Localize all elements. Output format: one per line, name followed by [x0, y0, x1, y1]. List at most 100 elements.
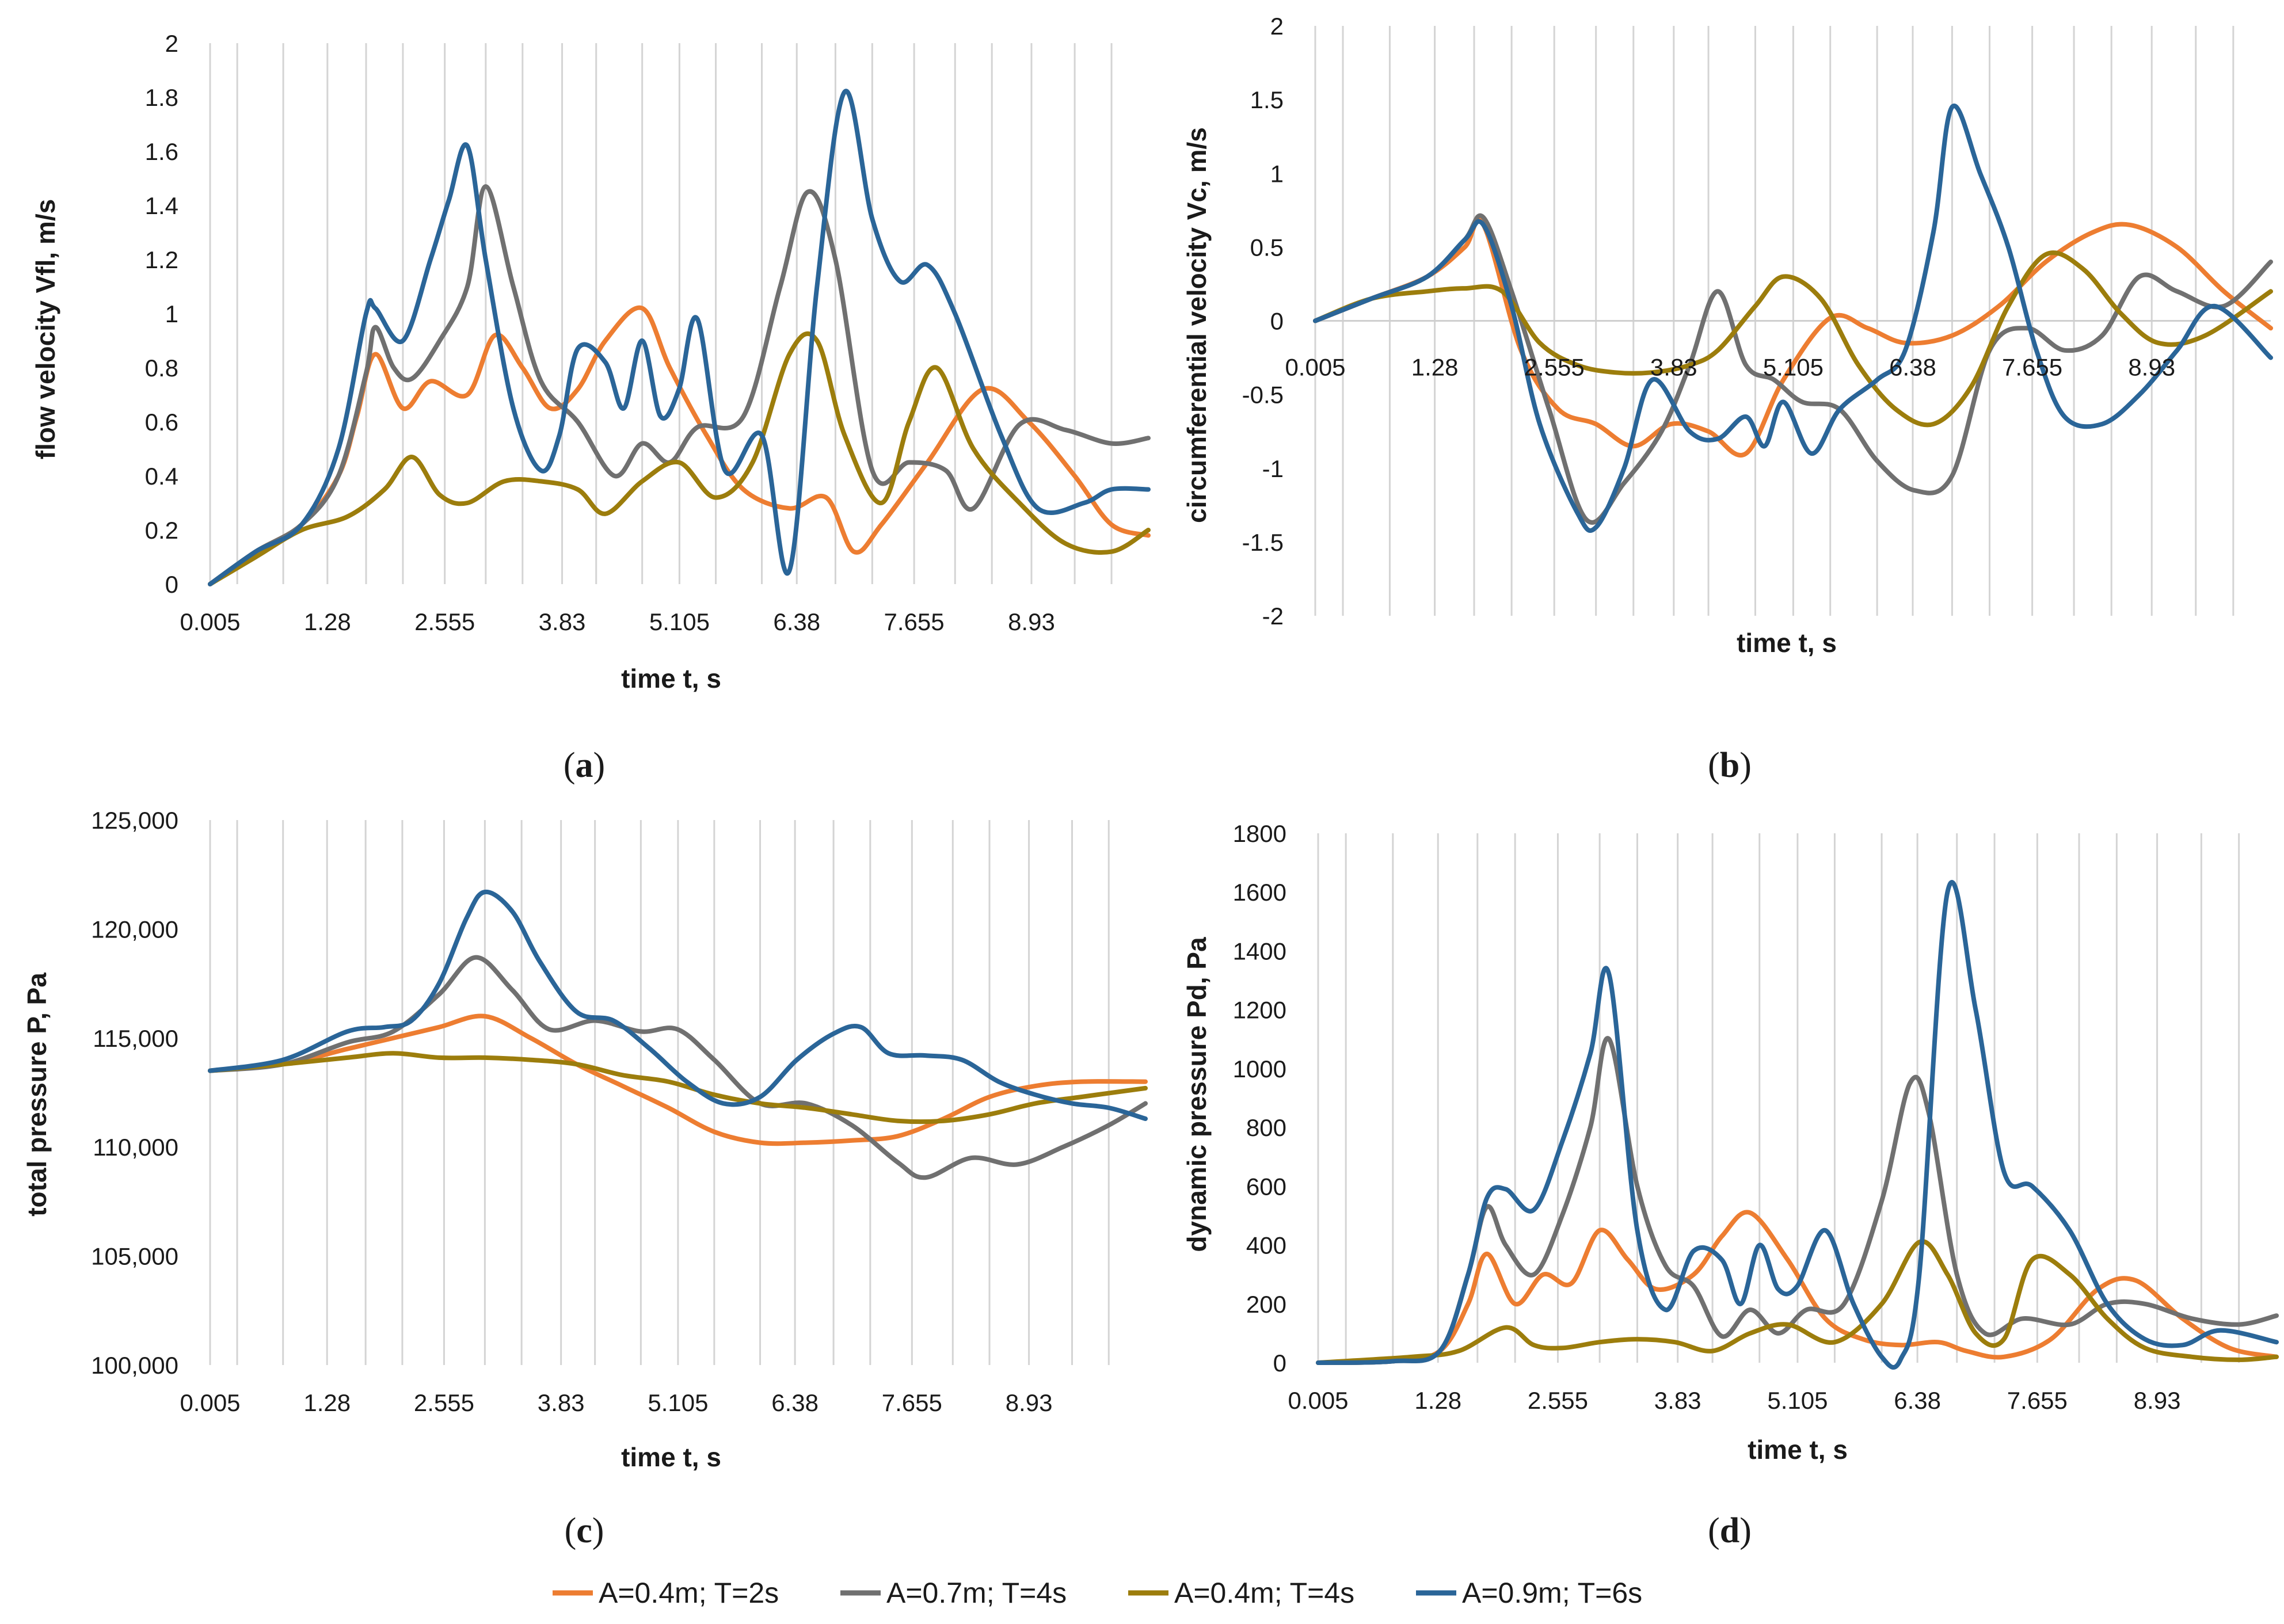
x-tick-label: 3.83 [1654, 1387, 1701, 1414]
y-tick-label: 1.4 [145, 192, 178, 219]
series-line [1316, 1210, 2279, 1365]
y-tick-label: -1 [1262, 455, 1284, 482]
chart-panel-d: 0 200 400 600 800 1000 1200 1400 1600 1800 0.005 1… [1182, 820, 2279, 1550]
y-tick-label: 110,000 [93, 1134, 178, 1161]
legend-label: A=0.9m; T=6s [1462, 1577, 1642, 1609]
series-line [1313, 103, 2273, 533]
chart-panel-a: 0 0.2 0.4 0.6 0.8 1 1.2 1.4 1.6 1.8 2 0.005 1.28 2.5… [31, 30, 1151, 785]
x-tick-label: 3.83 [538, 1389, 585, 1416]
series-line [1313, 250, 2273, 428]
x-ticks-d: 0.005 1.28 2.555 3.83 5.105 6.38 7.655 8.93 [1288, 1387, 2180, 1414]
x-tick-label: 0.005 [1288, 1387, 1348, 1414]
y-tick-label: -0.5 [1242, 382, 1284, 409]
x-tick-label: 5.105 [1763, 354, 1824, 381]
x-tick-label: 1.28 [304, 608, 351, 635]
caption-c: (c) [565, 1511, 604, 1550]
y-tick-label: 0 [165, 571, 178, 598]
x-tick-label: 8.93 [1006, 1389, 1053, 1416]
x-tick-label: 3.83 [539, 608, 586, 635]
x-axis-title-b: time t, s [1737, 628, 1837, 658]
y-tick-label: 125,000 [91, 807, 178, 834]
y-ticks-a: 0 0.2 0.4 0.6 0.8 1 1.2 1.4 1.6 1.8 2 [145, 30, 178, 598]
x-tick-label: 7.655 [884, 608, 945, 635]
y-tick-label: 100,000 [91, 1352, 178, 1379]
y-tick-label: 800 [1246, 1114, 1286, 1141]
y-tick-label: -1.5 [1242, 529, 1284, 556]
y-ticks-b: -2 -1.5 -1 -0.5 0 0.5 1 1.5 2 [1242, 13, 1284, 630]
x-tick-label: 7.655 [2007, 1387, 2068, 1414]
y-tick-label: 600 [1246, 1173, 1286, 1200]
series-line [1316, 880, 2279, 1370]
x-tick-label: 5.105 [649, 608, 710, 635]
y-ticks-c: 100,000 105,000 110,000 115,000 120,000 125,0… [91, 807, 178, 1379]
x-ticks-c: 0.005 1.28 2.555 3.83 5.105 6.38 7.655 8.93 [180, 1389, 1052, 1416]
series-layer-b [1313, 103, 2273, 533]
x-tick-label: 8.93 [2128, 354, 2175, 381]
x-tick-label: 0.005 [1285, 354, 1345, 381]
x-tick-label: 1.28 [1414, 1387, 1461, 1414]
series-line [208, 1051, 1148, 1124]
series-line [208, 89, 1151, 586]
legend-label: A=0.7m; T=4s [886, 1577, 1067, 1609]
x-tick-label: 2.555 [1528, 1387, 1588, 1414]
x-tick-label: 2.555 [414, 608, 475, 635]
x-tick-label: 2.555 [414, 1389, 474, 1416]
y-tick-label: 1.6 [145, 138, 178, 165]
x-tick-label: 1.28 [303, 1389, 351, 1416]
y-tick-label: 0 [1270, 308, 1284, 335]
x-axis-title-a: time t, s [621, 664, 721, 693]
x-tick-label: 6.38 [1894, 1387, 1941, 1414]
series-layer-a [208, 89, 1151, 586]
x-tick-label: 7.655 [2002, 354, 2062, 381]
series-line [208, 889, 1148, 1121]
y-ticks-d: 0 200 400 600 800 1000 1200 1400 1600 1800 [1233, 820, 1286, 1377]
y-tick-label: 2 [1270, 13, 1284, 40]
grid-a [209, 43, 1113, 584]
y-tick-label: 1600 [1233, 879, 1286, 906]
caption-d: (d) [1708, 1511, 1752, 1550]
series-line [208, 184, 1151, 586]
y-tick-label: 0.8 [145, 354, 178, 382]
caption-b: (b) [1708, 746, 1752, 785]
series-line [208, 1013, 1148, 1146]
x-axis-title-d: time t, s [1748, 1435, 1848, 1465]
y-tick-label: 1400 [1233, 937, 1286, 965]
x-tick-label: 7.655 [882, 1389, 942, 1416]
series-line [1316, 1036, 2279, 1365]
chart-panel-c: 100,000 105,000 110,000 115,000 120,000 125,0… [22, 807, 1148, 1550]
y-axis-title-a: flow velocity Vfl, m/s [31, 199, 60, 459]
grid-d [1317, 833, 2240, 1363]
y-tick-label: 2 [165, 30, 178, 57]
y-tick-label: 1000 [1233, 1055, 1286, 1082]
y-tick-label: 0.6 [145, 409, 178, 436]
y-tick-label: 1.8 [145, 84, 178, 111]
series-line [1313, 213, 2273, 525]
x-tick-label: 5.105 [1767, 1387, 1828, 1414]
x-axis-title-c: time t, s [621, 1442, 721, 1472]
y-tick-label: 120,000 [91, 916, 178, 943]
y-tick-label: 1.2 [145, 246, 178, 273]
legend-item: A=0.7m; T=4s [840, 1577, 1067, 1609]
x-ticks-a: 0.005 1.28 2.555 3.83 5.105 6.38 7.655 8.93 [180, 608, 1055, 635]
x-tick-label: 3.83 [1650, 354, 1697, 381]
x-tick-label: 0.005 [180, 608, 240, 635]
y-tick-label: 1 [1270, 160, 1284, 187]
series-layer-c [208, 889, 1148, 1180]
y-tick-label: 115,000 [93, 1025, 178, 1052]
legend-item: A=0.4m; T=4s [1128, 1577, 1354, 1609]
x-tick-label: 1.28 [1411, 354, 1459, 381]
legend-label: A=0.4m; T=2s [599, 1577, 779, 1609]
x-ticks-b: 0.005 1.28 2.555 3.83 5.105 6.38 7.655 8.93 [1285, 354, 2175, 381]
y-tick-label: 0.2 [145, 517, 178, 544]
legend-item: A=0.9m; T=6s [1416, 1577, 1642, 1609]
x-tick-label: 8.93 [1008, 608, 1055, 635]
x-tick-label: 8.93 [2134, 1387, 2181, 1414]
x-tick-label: 0.005 [180, 1389, 240, 1416]
grid-c [209, 820, 1110, 1365]
y-tick-label: 1200 [1233, 997, 1286, 1024]
y-tick-label: 0.5 [1250, 234, 1284, 261]
series-line [208, 331, 1151, 586]
y-tick-label: 200 [1246, 1291, 1286, 1318]
y-tick-label: 1800 [1233, 820, 1286, 847]
